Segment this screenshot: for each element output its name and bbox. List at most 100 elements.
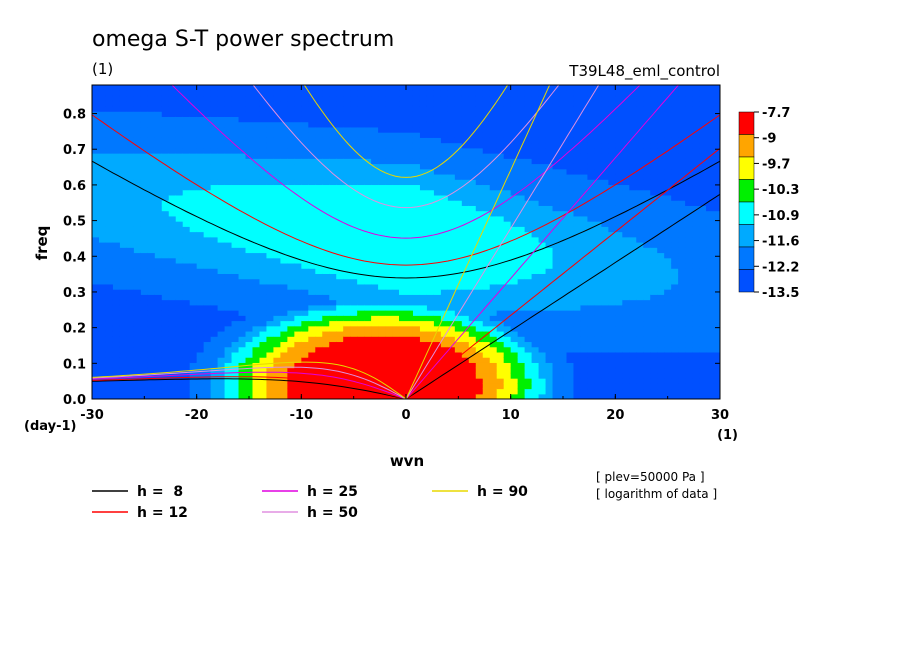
- contour-cell: [210, 320, 219, 327]
- contour-cell: [182, 242, 191, 248]
- contour-cell: [496, 351, 505, 358]
- contour-cell: [538, 362, 547, 369]
- contour-cell: [350, 163, 358, 170]
- contour-cell: [385, 226, 393, 233]
- contour-cell: [224, 137, 233, 144]
- contour-cell: [98, 111, 107, 117]
- contour-cell: [419, 283, 428, 290]
- contour-cell: [322, 153, 330, 159]
- contour-cell: [475, 126, 484, 133]
- contour-cell: [266, 378, 275, 384]
- contour-cell: [587, 95, 595, 102]
- contour-cell: [112, 85, 121, 91]
- contour-cell: [580, 100, 589, 107]
- contour-cell: [273, 304, 281, 311]
- contour-cell: [189, 273, 198, 280]
- contour-cell: [503, 168, 512, 175]
- contour-cell: [587, 85, 595, 91]
- contour-cell: [531, 179, 540, 186]
- contour-cell: [161, 320, 170, 327]
- contour-cell: [308, 100, 316, 107]
- contour-cell: [454, 137, 463, 144]
- contour-cell: [468, 299, 477, 306]
- contour-cell: [378, 294, 386, 301]
- contour-cell: [322, 132, 330, 138]
- contour-cell: [461, 294, 470, 301]
- contour-cell: [517, 194, 526, 201]
- contour-cell: [161, 268, 170, 274]
- contour-cell: [426, 179, 435, 186]
- contour-cell: [629, 341, 637, 348]
- contour-cell: [92, 179, 100, 186]
- contour-cell: [224, 236, 233, 243]
- contour-cell: [601, 278, 609, 285]
- contour-cell: [399, 121, 407, 128]
- contour-cell: [510, 163, 519, 170]
- contour-cell: [371, 383, 379, 390]
- contour-cell: [308, 372, 316, 379]
- contour-cell: [105, 116, 114, 123]
- contour-cell: [273, 330, 281, 337]
- contour-cell: [538, 126, 547, 133]
- contour-cell: [357, 362, 365, 369]
- contour-cell: [580, 184, 589, 191]
- contour-cell: [98, 205, 107, 212]
- contour-cell: [357, 383, 365, 390]
- contour-cell: [440, 189, 449, 196]
- contour-cell: [350, 95, 358, 102]
- contour-cell: [126, 111, 135, 117]
- contour-cell: [203, 105, 212, 112]
- contour-cell: [294, 252, 302, 259]
- contour-cell: [559, 226, 568, 233]
- contour-cell: [92, 372, 100, 379]
- contour-cell: [357, 278, 365, 285]
- contour-cell: [580, 142, 589, 149]
- contour-cell: [503, 194, 512, 201]
- contour-cell: [371, 116, 379, 123]
- contour-cell: [468, 383, 477, 390]
- contour-cell: [196, 320, 205, 327]
- contour-cell: [419, 257, 428, 264]
- contour-cell: [315, 205, 323, 212]
- contour-cell: [419, 268, 428, 274]
- contour-cell: [336, 179, 344, 186]
- contour-cell: [371, 393, 379, 399]
- contour-cell: [496, 325, 505, 332]
- contour-cell: [412, 153, 421, 159]
- contour-cell: [245, 158, 254, 165]
- contour-cell: [147, 210, 156, 217]
- contour-cell: [154, 330, 163, 337]
- contour-cell: [168, 236, 177, 243]
- contour-cell: [196, 116, 205, 123]
- contour-cell: [517, 247, 526, 254]
- contour-cell: [594, 346, 602, 353]
- chart-subtitle-right: T39L48_eml_control: [568, 62, 720, 81]
- contour-cell: [629, 85, 637, 91]
- contour-cell: [524, 205, 533, 212]
- contour-cell: [461, 268, 470, 274]
- contour-cell: [671, 320, 679, 327]
- contour-cell: [496, 231, 505, 238]
- contour-cell: [182, 153, 191, 159]
- contour-cell: [636, 236, 644, 243]
- contour-cell: [475, 221, 484, 227]
- contour-cell: [182, 116, 191, 123]
- contour-cell: [531, 116, 540, 123]
- contour-cell: [608, 173, 616, 180]
- contour-cell: [426, 242, 435, 248]
- contour-cell: [559, 388, 568, 395]
- contour-cell: [189, 121, 198, 128]
- contour-cell: [538, 132, 547, 138]
- contour-cell: [503, 362, 512, 369]
- contour-cell: [168, 173, 177, 180]
- contour-cell: [524, 189, 533, 196]
- contour-cell: [378, 393, 386, 399]
- contour-cell: [503, 85, 512, 91]
- contour-cell: [329, 105, 337, 112]
- contour-cell: [182, 168, 191, 175]
- contour-cell: [629, 247, 637, 254]
- contour-cell: [412, 346, 421, 353]
- contour-cell: [287, 189, 295, 196]
- contour-cell: [301, 242, 309, 248]
- contour-cell: [343, 346, 351, 353]
